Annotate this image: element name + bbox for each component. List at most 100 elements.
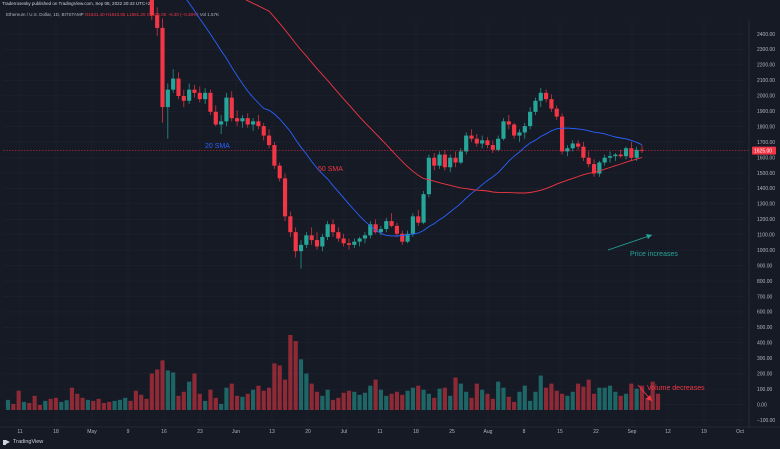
volume-bar	[266, 387, 272, 410]
volume-bars	[5, 335, 661, 410]
candle-body	[346, 243, 352, 245]
volume-bar	[64, 400, 69, 410]
candle-body	[298, 244, 304, 252]
candle-body	[410, 216, 415, 234]
volume-bar	[330, 399, 336, 410]
price-tick-label: 100.00	[757, 387, 773, 393]
volume-bar	[416, 385, 421, 410]
candle-body	[309, 235, 314, 241]
candle-body	[240, 118, 245, 122]
volume-bar	[288, 335, 293, 410]
price-tick-label: 2000.00	[757, 94, 775, 100]
symbol-legend[interactable]: Ethereum / U.S. Dollar, 1D, BITSTAMP O16…	[6, 12, 219, 17]
candle-body	[187, 89, 192, 101]
time-tick-label: Jul	[341, 429, 347, 435]
brand-label: TradingView	[13, 439, 44, 445]
volume-bar	[272, 363, 277, 410]
candle-body	[176, 78, 181, 96]
current-price-badge	[752, 146, 776, 155]
volume-bar	[655, 393, 661, 410]
volume-bar	[453, 377, 458, 410]
candle-body	[293, 232, 298, 252]
candle-body	[229, 97, 234, 119]
volume-bar	[96, 398, 101, 410]
volume-bar	[613, 391, 618, 410]
volume-bar	[549, 383, 554, 410]
volume-bar	[586, 379, 591, 410]
candle-body	[570, 143, 575, 149]
volume-bar	[32, 395, 37, 410]
volume-bar	[16, 390, 21, 410]
candle-body	[357, 238, 362, 242]
candle-body	[160, 27, 165, 108]
price-tick-label: 800.00	[757, 279, 773, 285]
candle-body	[421, 194, 426, 223]
candles	[149, 0, 645, 269]
volume-bar	[133, 390, 138, 410]
volume-bar	[400, 394, 405, 410]
volume-bar	[517, 391, 522, 410]
volume-bar	[522, 385, 527, 410]
candle-body	[224, 97, 229, 122]
candle-body	[560, 116, 565, 152]
volume-bar	[123, 397, 128, 410]
time-tick-label: 16	[161, 429, 167, 435]
volume-bar	[309, 383, 314, 410]
candle-body	[575, 143, 581, 147]
candle-body	[453, 157, 458, 163]
volume-bar	[250, 389, 256, 410]
volume-bar	[165, 370, 170, 410]
volume-bar	[506, 396, 511, 410]
time-tick-label: 13	[269, 429, 275, 435]
candle-body	[464, 135, 469, 152]
tradingview-brand[interactable]: TradingView	[3, 439, 43, 445]
volume-bar	[245, 393, 250, 410]
candle-body	[197, 92, 202, 100]
volume-bar	[213, 397, 218, 410]
volume-bar	[101, 402, 106, 410]
volume-bar	[112, 400, 117, 410]
price-tick-label: 2400.00	[757, 32, 775, 38]
volume-bar	[192, 373, 197, 410]
ohlc-values: O1631.40 H1643.55 L1591.20 C1625.00 −6.3…	[84, 12, 199, 17]
candle-body	[368, 224, 373, 236]
volume-bar	[602, 387, 607, 410]
volume-bar	[48, 398, 53, 410]
volume-bar	[181, 391, 186, 410]
candle-body	[171, 78, 176, 90]
price-tick-label: 1100.00	[757, 233, 775, 239]
candle-body	[597, 162, 602, 174]
volume-bar	[27, 402, 32, 410]
current-price-label: 1625.00	[754, 148, 772, 154]
volume-bar	[53, 397, 59, 410]
volume-bar	[394, 391, 400, 410]
annotation-label: 50 SMA	[318, 166, 343, 173]
candle-body	[277, 165, 282, 179]
candle-body	[149, 0, 154, 16]
volume-bar	[442, 387, 447, 410]
candle-body	[591, 164, 597, 174]
candle-body	[607, 156, 613, 158]
volume-bar	[128, 400, 133, 410]
price-tick-label: 1400.00	[757, 186, 775, 192]
price-tick-label: 2100.00	[757, 78, 775, 84]
candle-body	[155, 15, 160, 28]
candle-body	[432, 157, 437, 166]
volume-bar	[464, 391, 469, 410]
volume-bar	[554, 390, 559, 410]
volume-bar	[91, 400, 96, 410]
price-tick-label: 1900.00	[757, 109, 775, 115]
candle-body	[538, 92, 543, 101]
volume-bar	[197, 393, 202, 410]
candle-body	[522, 126, 527, 133]
annotation-label: Volume decreases	[647, 385, 705, 392]
grid	[3, 20, 745, 425]
volume-bar	[85, 399, 90, 410]
volume-bar	[171, 372, 176, 410]
time-tick-label: 25	[449, 429, 455, 435]
candle-body	[517, 132, 522, 136]
volume-bar	[224, 387, 229, 410]
volume-bar	[544, 387, 549, 410]
annotation-label: Price increases	[630, 251, 678, 258]
